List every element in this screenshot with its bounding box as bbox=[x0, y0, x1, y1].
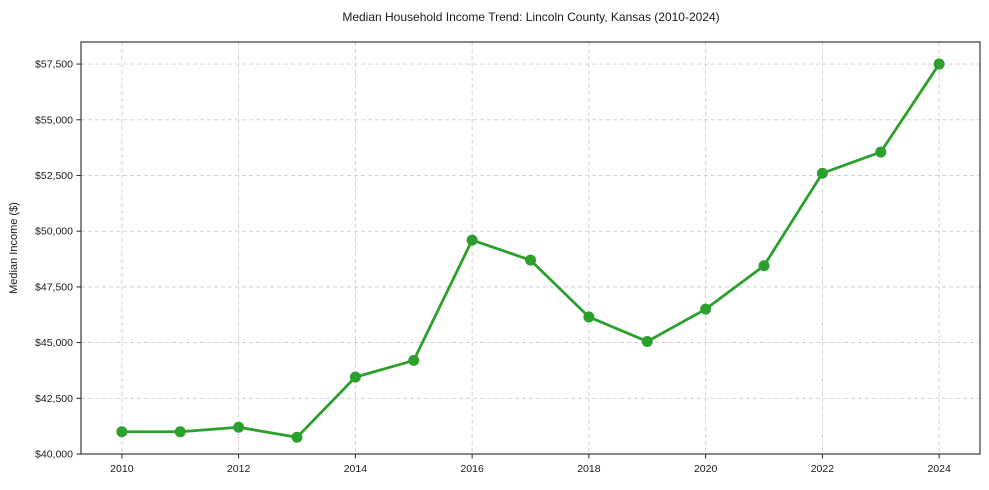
y-tick-label: $52,500 bbox=[35, 170, 73, 182]
data-point bbox=[816, 167, 828, 179]
data-point bbox=[466, 234, 478, 246]
y-axis-label: Median Income ($) bbox=[8, 202, 20, 294]
data-point bbox=[174, 426, 186, 438]
y-tick-label: $47,500 bbox=[35, 281, 73, 293]
x-tick-label: 2010 bbox=[110, 463, 134, 475]
x-tick-label: 2022 bbox=[811, 463, 835, 475]
data-point bbox=[291, 431, 303, 443]
x-tick-label: 2024 bbox=[927, 463, 951, 475]
series-layer bbox=[116, 58, 945, 443]
x-tick-label: 2018 bbox=[577, 463, 601, 475]
data-point bbox=[349, 371, 361, 383]
data-point bbox=[875, 146, 887, 158]
data-point bbox=[116, 426, 128, 438]
data-point bbox=[700, 303, 712, 315]
data-point bbox=[525, 254, 536, 266]
grid-layer bbox=[81, 42, 980, 455]
y-tick-label: $50,000 bbox=[35, 226, 73, 238]
chart-title: Median Household Income Trend: Lincoln C… bbox=[342, 10, 719, 24]
y-tick-label: $55,000 bbox=[35, 114, 73, 126]
y-tick-label: $40,000 bbox=[35, 449, 73, 461]
x-tick-label: 2016 bbox=[460, 463, 484, 475]
y-tick-label: $42,500 bbox=[35, 393, 73, 405]
x-tick-label: 2012 bbox=[227, 463, 251, 475]
data-point bbox=[758, 260, 770, 272]
x-tick-label: 2014 bbox=[344, 463, 368, 475]
data-point bbox=[233, 421, 245, 433]
y-tick-label: $45,000 bbox=[35, 337, 73, 349]
data-point bbox=[933, 58, 945, 70]
data-point bbox=[408, 354, 420, 366]
data-point bbox=[583, 311, 595, 323]
plot-box bbox=[80, 41, 981, 455]
axis-layer: 2010 2012 2014 2016 2018 2020 2022 2024 $40,000 $… bbox=[35, 41, 981, 475]
y-tick-label: $57,500 bbox=[35, 59, 73, 71]
x-tick-label: 2020 bbox=[694, 463, 718, 475]
data-point bbox=[641, 335, 653, 347]
